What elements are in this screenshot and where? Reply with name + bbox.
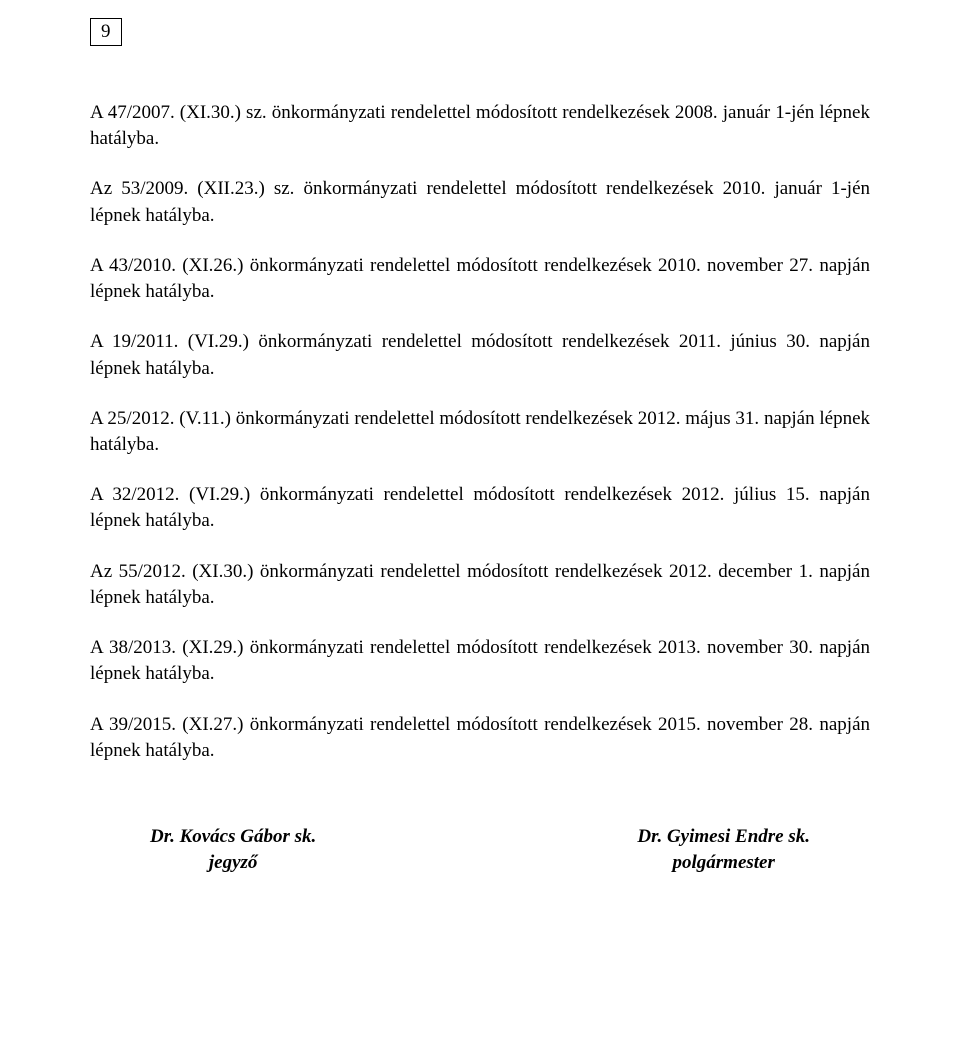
paragraph: Az 53/2009. (XII.23.) sz. önkormányzati …: [90, 176, 870, 228]
signature-name: Dr. Kovács Gábor sk.: [150, 824, 316, 850]
signature-left: Dr. Kovács Gábor sk. jegyző: [150, 824, 316, 876]
paragraph: A 38/2013. (XI.29.) önkormányzati rendel…: [90, 635, 870, 687]
paragraph: Az 55/2012. (XI.30.) önkormányzati rende…: [90, 559, 870, 611]
paragraph: A 43/2010. (XI.26.) önkormányzati rendel…: [90, 253, 870, 305]
document-body: A 47/2007. (XI.30.) sz. önkormányzati re…: [90, 100, 870, 876]
signature-right: Dr. Gyimesi Endre sk. polgármester: [637, 824, 810, 876]
paragraph: A 39/2015. (XI.27.) önkormányzati rendel…: [90, 712, 870, 764]
paragraph: A 47/2007. (XI.30.) sz. önkormányzati re…: [90, 100, 870, 152]
signature-role: polgármester: [637, 850, 810, 876]
paragraph: A 25/2012. (V.11.) önkormányzati rendele…: [90, 406, 870, 458]
signature-row: Dr. Kovács Gábor sk. jegyző Dr. Gyimesi …: [90, 824, 870, 876]
page-number: 9: [90, 18, 122, 46]
signature-role: jegyző: [150, 850, 316, 876]
document-page: 9 A 47/2007. (XI.30.) sz. önkormányzati …: [0, 0, 960, 1055]
paragraph: A 19/2011. (VI.29.) önkormányzati rendel…: [90, 329, 870, 381]
signature-name: Dr. Gyimesi Endre sk.: [637, 824, 810, 850]
paragraph: A 32/2012. (VI.29.) önkormányzati rendel…: [90, 482, 870, 534]
